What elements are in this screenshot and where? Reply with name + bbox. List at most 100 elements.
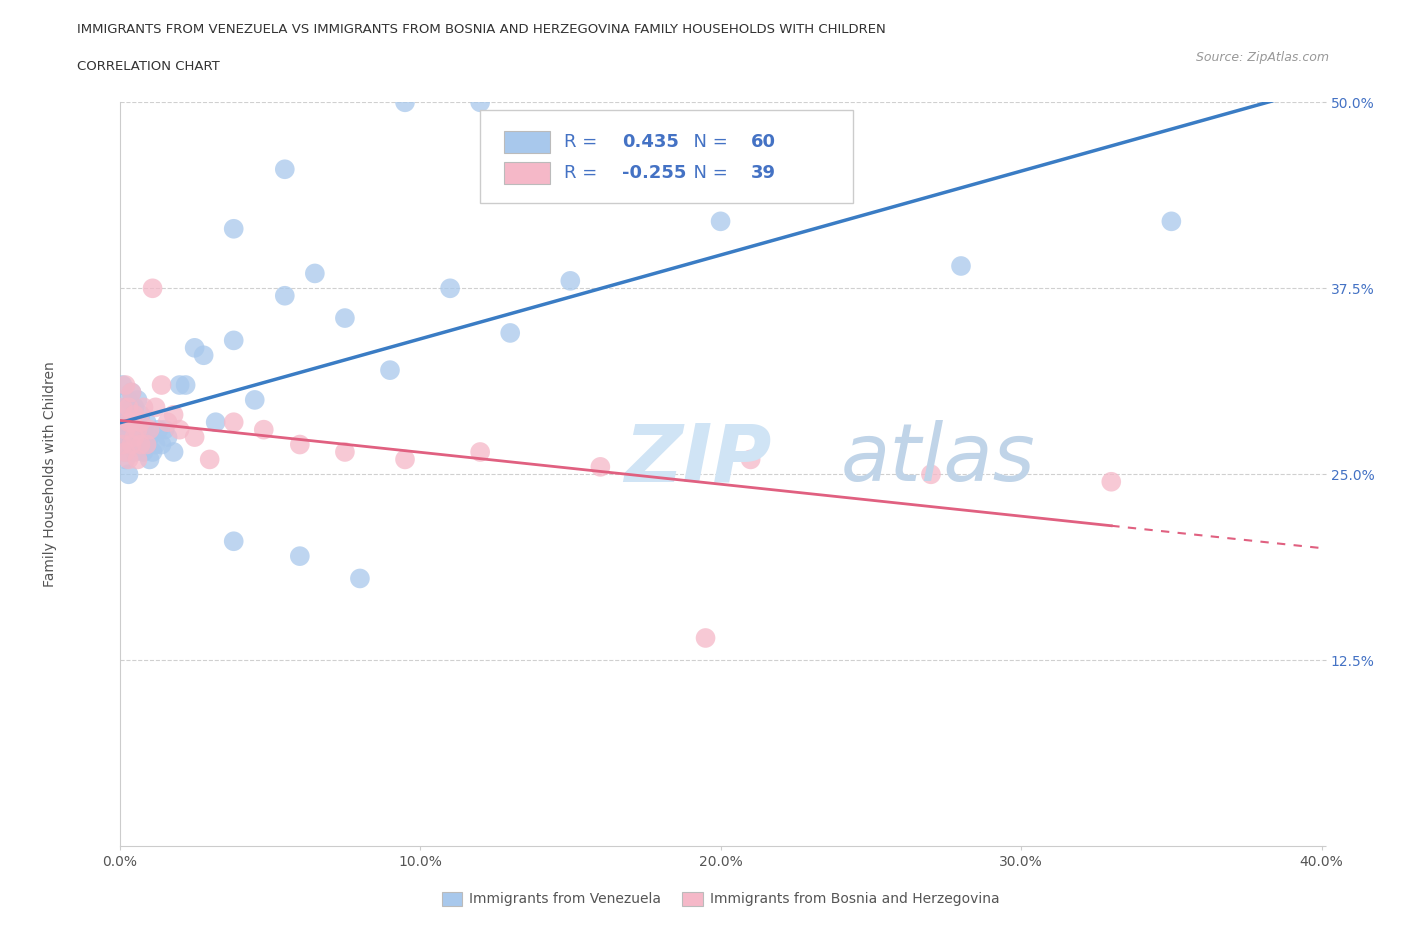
Point: [468, 95, 492, 110]
Point: [135, 415, 157, 430]
Point: [162, 445, 184, 459]
Point: [243, 392, 266, 407]
Point: [135, 437, 157, 452]
Point: [117, 400, 139, 415]
Point: [121, 415, 143, 430]
Point: [222, 333, 245, 348]
Point: [183, 340, 205, 355]
Point: [222, 415, 245, 430]
Point: [117, 415, 139, 430]
Point: [1099, 474, 1122, 489]
Point: [114, 422, 136, 437]
Point: [274, 162, 297, 177]
Point: [117, 392, 139, 407]
Point: [121, 385, 143, 400]
Point: [198, 452, 221, 467]
Point: [121, 400, 143, 415]
Point: [114, 445, 136, 459]
Point: [111, 437, 134, 452]
Point: [121, 437, 143, 452]
Text: N =: N =: [682, 133, 734, 151]
Point: [145, 400, 167, 415]
Point: [117, 430, 139, 445]
FancyBboxPatch shape: [479, 110, 853, 203]
Point: [117, 452, 139, 467]
Point: [114, 378, 136, 392]
Point: [124, 422, 146, 437]
Point: [124, 400, 146, 415]
Point: [124, 407, 146, 422]
Point: [142, 281, 165, 296]
Text: atlas: atlas: [841, 420, 1036, 498]
Point: [111, 378, 134, 392]
Y-axis label: Family Households with Children: Family Households with Children: [44, 362, 58, 587]
Point: [204, 415, 226, 430]
Point: [950, 259, 973, 273]
Point: [333, 311, 356, 325]
Point: [156, 430, 179, 445]
Point: [111, 400, 134, 415]
Point: [709, 214, 731, 229]
Point: [589, 459, 612, 474]
Point: [150, 378, 173, 392]
Point: [169, 378, 191, 392]
Point: [117, 467, 139, 482]
Text: ZIP: ZIP: [624, 420, 772, 498]
Point: [138, 422, 160, 437]
Point: [129, 407, 152, 422]
Point: [378, 363, 401, 378]
Text: R =: R =: [564, 133, 603, 151]
Point: [1160, 214, 1182, 229]
Point: [121, 437, 143, 452]
Text: 60: 60: [751, 133, 776, 151]
Point: [560, 273, 582, 288]
Point: [288, 549, 311, 564]
Point: [499, 326, 522, 340]
Point: [127, 437, 149, 452]
Point: [394, 95, 416, 110]
Point: [124, 445, 146, 459]
Point: [304, 266, 326, 281]
Point: [142, 445, 165, 459]
Point: [274, 288, 297, 303]
Point: [132, 445, 155, 459]
Point: [124, 430, 146, 445]
Point: [253, 422, 276, 437]
Point: [129, 430, 152, 445]
Point: [695, 631, 717, 645]
Text: Source: ZipAtlas.com: Source: ZipAtlas.com: [1195, 51, 1329, 64]
Point: [222, 221, 245, 236]
Text: 0.435: 0.435: [621, 133, 679, 151]
Point: [288, 437, 311, 452]
Point: [156, 415, 179, 430]
Point: [148, 422, 170, 437]
Point: [183, 430, 205, 445]
Point: [150, 437, 173, 452]
FancyBboxPatch shape: [505, 130, 550, 153]
Point: [138, 452, 160, 467]
Text: -0.255: -0.255: [621, 164, 686, 182]
Point: [114, 422, 136, 437]
Point: [222, 534, 245, 549]
Point: [117, 415, 139, 430]
Text: 39: 39: [751, 164, 776, 182]
Point: [129, 415, 152, 430]
Point: [121, 415, 143, 430]
Point: [169, 422, 191, 437]
Point: [121, 385, 143, 400]
Point: [468, 445, 492, 459]
Point: [129, 437, 152, 452]
Point: [349, 571, 371, 586]
Point: [127, 452, 149, 467]
Text: IMMIGRANTS FROM VENEZUELA VS IMMIGRANTS FROM BOSNIA AND HERZEGOVINA FAMILY HOUSE: IMMIGRANTS FROM VENEZUELA VS IMMIGRANTS …: [77, 23, 886, 36]
Point: [153, 422, 176, 437]
Point: [394, 452, 416, 467]
Point: [162, 407, 184, 422]
Point: [114, 452, 136, 467]
Point: [439, 281, 461, 296]
Point: [920, 467, 942, 482]
Point: [333, 445, 356, 459]
Point: [111, 437, 134, 452]
Point: [127, 392, 149, 407]
Point: [114, 445, 136, 459]
